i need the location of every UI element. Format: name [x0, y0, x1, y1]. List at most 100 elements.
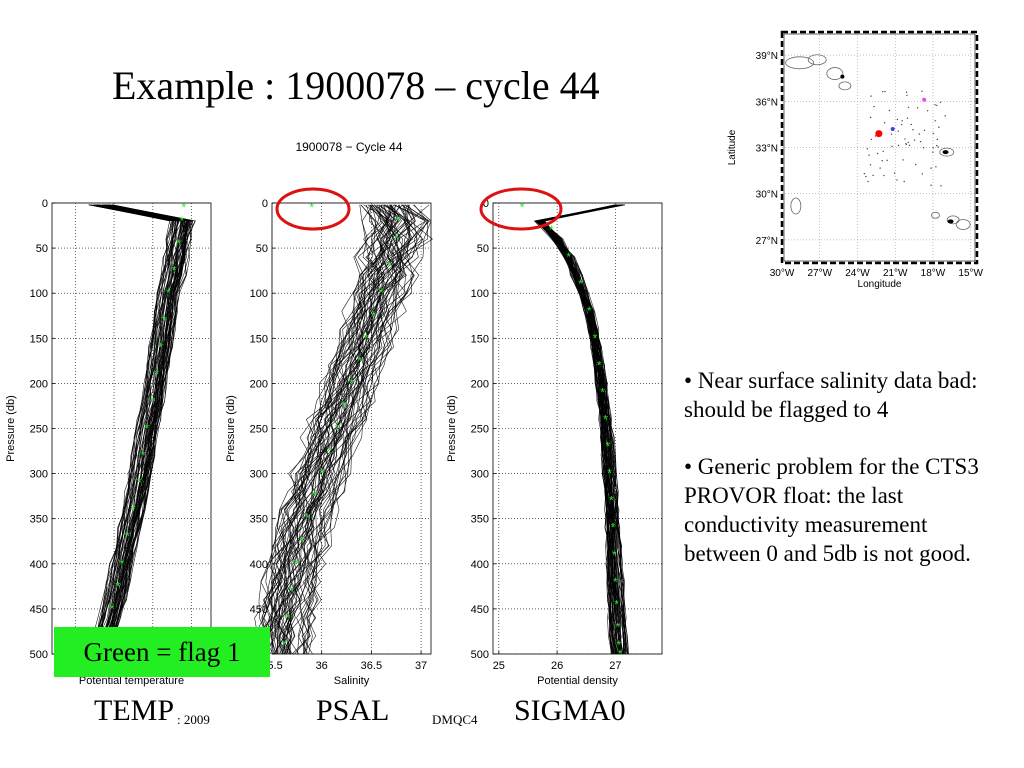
flag1-point: * — [587, 304, 592, 318]
reference-station-dot — [902, 159, 904, 161]
y-tick-label: 300 — [30, 469, 48, 481]
flag1-point: * — [162, 313, 167, 327]
flag1-point: * — [593, 331, 598, 345]
reference-profile-line — [539, 204, 621, 655]
reference-profile-line — [103, 204, 186, 655]
reference-station-dot — [901, 123, 903, 126]
reference-profile-line — [252, 204, 388, 655]
reference-station-dot — [935, 166, 937, 168]
reference-station-dot — [870, 95, 872, 97]
reference-station-dot — [883, 122, 886, 124]
reference-station-dot — [936, 104, 938, 107]
reference-station-dot — [883, 174, 885, 177]
flag1-point: * — [116, 579, 121, 593]
flag1-point: * — [520, 201, 525, 215]
reference-station-dot — [907, 141, 909, 144]
y-tick-label: 450 — [250, 604, 268, 616]
island-contour — [785, 56, 815, 70]
flag1-point: * — [357, 354, 362, 368]
x-axis-label: Salinity — [334, 675, 370, 687]
reference-station-dot — [903, 180, 905, 183]
reference-profile-line — [274, 204, 395, 655]
profile-panel-2: ********************05010015020025030035… — [225, 198, 433, 687]
reference-profile-line — [539, 204, 623, 655]
map-x-axis-label: Longitude — [858, 279, 902, 290]
bad-salinity-circle — [275, 187, 351, 231]
reference-station-dot — [919, 140, 922, 143]
reference-profile-line — [534, 204, 620, 655]
flag1-point: * — [603, 412, 608, 426]
y-tick-label: 450 — [30, 604, 48, 616]
reference-station-dot — [937, 146, 939, 148]
note-item-surface-salinity: • Near surface salinity data bad: should… — [684, 368, 978, 422]
reference-profile-line — [538, 204, 623, 655]
flag1-point: * — [615, 620, 620, 634]
reference-station-dot — [916, 107, 919, 109]
reference-station-dot — [865, 175, 867, 178]
y-tick-label: 250 — [30, 424, 48, 436]
chart-title: 1900078 − Cycle 44 — [295, 140, 402, 154]
reference-profile-line — [107, 204, 193, 655]
reference-station-dot — [934, 120, 936, 122]
y-tick-label: 0 — [262, 198, 268, 210]
island-fill — [942, 150, 949, 155]
reference-profile-line — [94, 204, 179, 655]
y-tick-label: 200 — [250, 378, 268, 390]
flag1-point: * — [613, 575, 618, 589]
reference-profile-line — [94, 204, 177, 655]
reference-profile-line — [542, 204, 627, 655]
panel-label-sigma0: SIGMA0 — [514, 694, 626, 727]
reference-profile-line — [282, 204, 413, 655]
reference-profile-line — [87, 204, 173, 655]
y-tick-label: 350 — [250, 514, 268, 526]
reference-profile-line — [270, 204, 393, 655]
reference-profile-line — [540, 204, 629, 655]
reference-profile-line — [108, 204, 188, 655]
map-frame-inner — [783, 33, 976, 262]
x-tick-label: 37 — [415, 660, 427, 672]
reference-station-dot — [932, 151, 934, 153]
y-tick-label: 300 — [471, 469, 489, 481]
map-y-tick-label: 30°N — [756, 190, 778, 201]
reference-profile-line — [273, 204, 401, 655]
reference-station-dot — [888, 109, 891, 112]
flag1-point: * — [166, 286, 171, 300]
y-tick-label: 50 — [256, 243, 268, 255]
flag1-point: * — [379, 286, 384, 300]
flag1-point: * — [309, 201, 314, 215]
reference-station-dot — [934, 104, 936, 106]
reference-station-dot — [897, 130, 899, 132]
y-axis-label: Pressure (db) — [446, 395, 458, 462]
reference-station-dot — [918, 133, 921, 135]
reference-profile-line — [297, 204, 423, 655]
y-tick-label: 500 — [471, 649, 489, 661]
y-tick-label: 100 — [30, 288, 48, 300]
flag1-point: * — [125, 530, 130, 544]
reference-profile-line — [539, 204, 620, 655]
reference-station-dot — [938, 126, 940, 128]
flag1-point: * — [319, 467, 324, 481]
y-tick-label: 250 — [471, 424, 489, 436]
y-tick-label: 50 — [36, 243, 48, 255]
x-tick-label: 36 — [316, 660, 328, 672]
reference-profile-line — [291, 204, 429, 655]
flag1-point: * — [150, 394, 155, 408]
reference-profile-line — [105, 204, 187, 655]
reference-profile-line — [270, 204, 389, 655]
flag1-point: * — [387, 259, 392, 273]
reference-profile-line — [262, 204, 383, 655]
reference-station-dot — [905, 143, 908, 145]
note-item-generic-problem: • Generic problem for the CTS3 PROVOR fl… — [684, 454, 979, 566]
reference-profile-line — [263, 204, 395, 655]
flag1-point: * — [605, 440, 610, 454]
reference-profile-line — [283, 204, 416, 655]
flag1-point: * — [312, 489, 317, 503]
footer-event: DMQC4 — [432, 712, 478, 727]
reference-station-dot — [913, 139, 916, 141]
island-contour — [946, 215, 960, 225]
reference-station-dot — [879, 167, 881, 169]
reference-profile-line — [539, 204, 615, 655]
reference-position-marker — [922, 97, 927, 102]
flag1-point: * — [290, 584, 295, 598]
reference-profile-line — [88, 204, 174, 655]
